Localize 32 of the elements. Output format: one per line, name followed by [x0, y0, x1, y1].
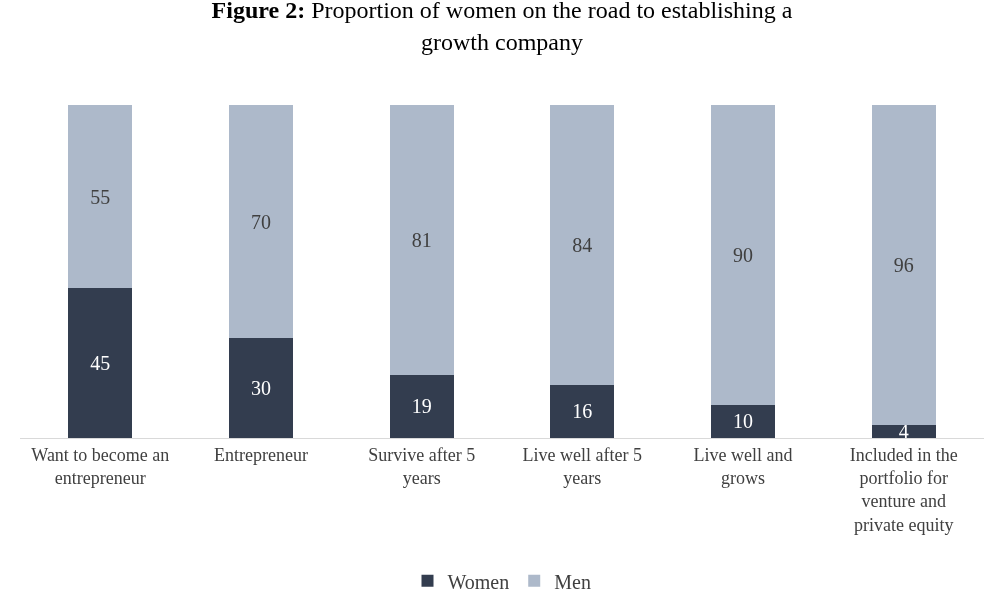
bar — [68, 288, 133, 438]
legend-label: Women — [447, 570, 510, 593]
data-label: 84 — [572, 233, 593, 256]
bar — [389, 105, 454, 375]
x-tick-label: Want to become an entrepreneur — [31, 444, 170, 488]
data-label: 55 — [90, 185, 111, 208]
x-tick-label: Included in the portfolio for venture and private equity — [849, 444, 958, 535]
bar — [68, 105, 133, 289]
x-tick-label: Survive after 5 years — [368, 444, 476, 488]
x-tick-label: Live well and grows — [693, 444, 793, 488]
bar — [550, 384, 615, 438]
x-tick-label: Live well after 5 years — [522, 444, 643, 488]
bar — [228, 338, 294, 438]
data-label: 16 — [572, 400, 593, 423]
data-label: 19 — [411, 395, 432, 418]
x-tick-label: Entrepreneur — [214, 444, 308, 465]
bar — [389, 374, 454, 438]
bar — [710, 105, 776, 405]
bar — [871, 105, 936, 425]
data-label: 30 — [251, 377, 271, 400]
bar — [228, 105, 294, 339]
data-label: 4 — [898, 420, 909, 443]
data-label: 81 — [411, 228, 432, 251]
data-label: 45 — [90, 352, 111, 375]
data-label: 70 — [251, 210, 271, 233]
chart-title: Figure 2: Proportion of women on the road to establishing a growth company — [211, 0, 793, 55]
legend-label: Men — [554, 570, 591, 593]
bar — [550, 105, 615, 385]
data-label: 10 — [733, 410, 753, 433]
bar — [710, 404, 776, 438]
data-label: 90 — [733, 243, 753, 266]
data-label: 96 — [893, 253, 914, 276]
